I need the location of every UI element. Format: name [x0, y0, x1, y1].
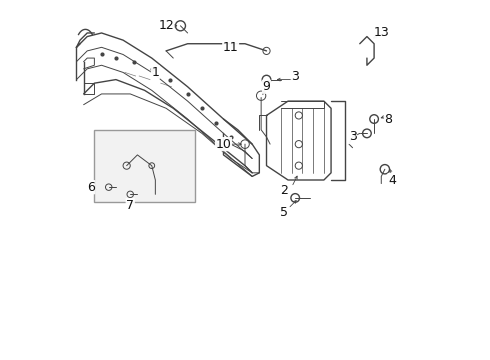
FancyBboxPatch shape: [95, 130, 195, 202]
Text: 8: 8: [385, 113, 392, 126]
Text: 10: 10: [216, 138, 231, 150]
Text: 13: 13: [373, 27, 389, 40]
Text: 5: 5: [280, 206, 289, 219]
Text: 11: 11: [223, 41, 239, 54]
Text: 12: 12: [158, 19, 174, 32]
Text: 4: 4: [388, 174, 396, 186]
Text: 6: 6: [87, 181, 95, 194]
Text: 9: 9: [263, 80, 270, 93]
Text: 2: 2: [280, 184, 289, 197]
Text: 3: 3: [349, 130, 357, 144]
Text: 1: 1: [151, 66, 159, 79]
Text: 7: 7: [126, 199, 134, 212]
Text: 3: 3: [291, 69, 299, 82]
